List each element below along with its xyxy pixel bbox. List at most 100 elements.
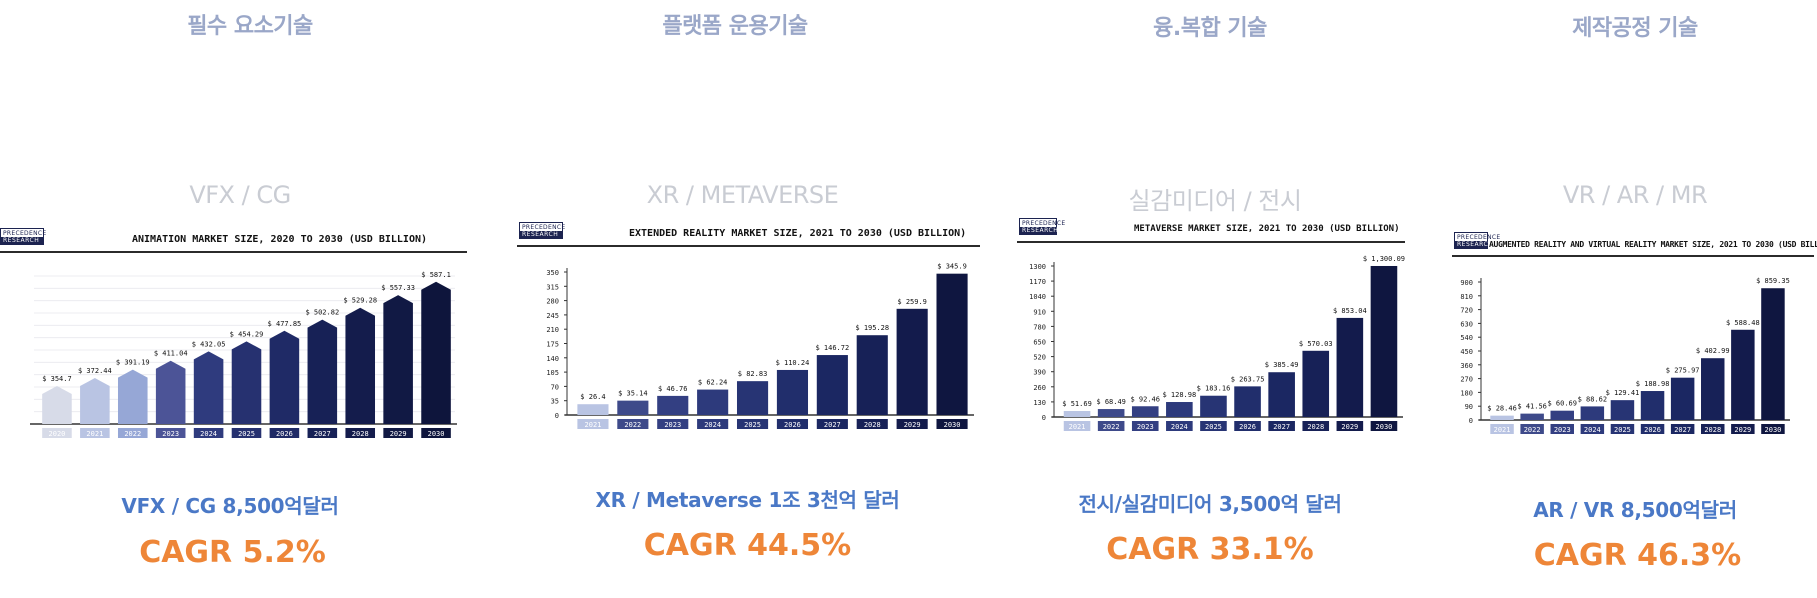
x-tick-label: 2027 [824, 421, 841, 429]
x-tick-label: 2030 [1765, 426, 1782, 434]
x-tick-label: 2026 [784, 421, 801, 429]
bar [1234, 386, 1261, 417]
category-box [1550, 424, 1574, 434]
data-label: $ 557.33 [381, 284, 415, 292]
y-tick-label: 1170 [1029, 278, 1046, 286]
x-tick-label: 2027 [1273, 423, 1290, 431]
bar [1200, 395, 1227, 417]
data-label: $ 477.85 [268, 320, 302, 328]
data-label: $ 188.98 [1636, 380, 1670, 388]
x-tick-label: 2029 [904, 421, 921, 429]
bar [1670, 377, 1695, 420]
bar [1131, 406, 1159, 417]
chart-title: AUGMENTED REALITY AND VIRTUAL REALITY MA… [1489, 240, 1817, 249]
data-label: $ 46.76 [658, 385, 688, 393]
category-box [269, 428, 300, 438]
bar [896, 308, 928, 415]
x-tick-label: 2027 [1674, 426, 1691, 434]
data-label: $ 1,300.09 [1363, 255, 1405, 263]
data-label: $ 432.05 [192, 340, 226, 348]
data-label: $ 354.7 [42, 375, 72, 383]
precedence-research-logo: PRECEDENCE RESEARCH [1019, 218, 1065, 235]
category-box [1234, 421, 1261, 431]
category-box [697, 419, 729, 429]
bar [1520, 413, 1544, 420]
category-heading: 필수 요소기술 [187, 14, 313, 39]
chart-title: ANIMATION MARKET SIZE, 2020 TO 2030 (USD… [132, 234, 428, 245]
title-divider [0, 251, 467, 253]
category-box [1520, 424, 1544, 434]
x-tick-label: 2021 [86, 430, 103, 438]
bar [1490, 415, 1514, 420]
category-box [1302, 421, 1330, 431]
category-box [736, 419, 769, 429]
x-tick-label: 2029 [390, 430, 407, 438]
category-subtitle: VR / AR / MR [1562, 181, 1708, 209]
category-box [1761, 424, 1785, 434]
data-label: $ 570.03 [1299, 340, 1333, 348]
chart-title: METAVERSE MARKET SIZE, 2021 TO 2030 (USD… [1134, 224, 1400, 234]
data-label: $ 402.99 [1696, 347, 1730, 355]
x-tick-label: 2021 [585, 421, 602, 429]
category-box [1610, 424, 1635, 434]
bar [1370, 265, 1398, 417]
bar [1640, 391, 1665, 420]
bar [42, 386, 72, 424]
category-box [896, 419, 928, 429]
chart-panel: PRECEDENCE RESEARCH EXTENDED REALITY MAR… [517, 218, 982, 468]
category-box [936, 419, 968, 429]
category-box [80, 428, 110, 438]
title-divider [1017, 241, 1405, 243]
category-box [776, 419, 809, 429]
category-subtitle: VFX / CG [189, 181, 291, 209]
y-tick-label: 315 [546, 283, 559, 291]
y-tick-label: 280 [546, 298, 559, 306]
y-tick-label: 810 [1460, 293, 1473, 301]
x-tick-label: 2023 [664, 421, 681, 429]
data-label: $ 88.62 [1578, 395, 1608, 403]
cagr-text: CAGR 44.5% [643, 528, 852, 563]
x-tick-label: 2023 [162, 430, 179, 438]
category-box [117, 428, 148, 438]
x-tick-label: 2024 [200, 430, 217, 438]
bar [231, 341, 262, 424]
y-tick-label: 210 [546, 326, 559, 334]
category-box [1097, 421, 1125, 431]
category-box [816, 419, 848, 429]
y-tick-label: 910 [1033, 308, 1046, 316]
x-tick-label: 2024 [1584, 426, 1601, 434]
bar [421, 281, 451, 424]
bar [1166, 402, 1193, 417]
data-label: $ 372.44 [78, 367, 112, 375]
category-box [1370, 421, 1398, 431]
market-size-text: AR / VR 8,500억달러 [1533, 498, 1737, 522]
bar [816, 355, 848, 415]
category-subtitle: 실감미디어 / 전시 [1128, 187, 1302, 215]
y-tick-label: 180 [1460, 389, 1473, 397]
x-tick-label: 2030 [1376, 423, 1393, 431]
y-tick-label: 900 [1460, 279, 1473, 287]
category-box [577, 419, 609, 429]
category-box [1131, 421, 1159, 431]
market-size-text: VFX / CG 8,500억달러 [121, 494, 339, 518]
data-label: $ 82.83 [738, 370, 768, 378]
bar-chart-animation: $ 354.7 2020 $ 372.44 2021 $ 391.19 2022 $ 411… [30, 271, 457, 438]
category-heading: 융.복합 기술 [1153, 16, 1267, 41]
y-tick-label: 35 [551, 398, 559, 406]
y-tick-label: 70 [551, 383, 559, 391]
y-tick-label: 175 [546, 341, 559, 349]
market-size-text: 전시/실감미디어 3,500억 달러 [1078, 492, 1342, 516]
x-tick-label: 2027 [314, 430, 331, 438]
data-label: $ 110.24 [776, 359, 810, 367]
x-tick-label: 2022 [624, 421, 641, 429]
x-tick-label: 2030 [944, 421, 961, 429]
x-tick-label: 2022 [1103, 423, 1120, 431]
y-tick-label: 540 [1460, 334, 1473, 342]
bar [577, 404, 609, 415]
x-tick-label: 2026 [276, 430, 293, 438]
x-tick-label: 2023 [1554, 426, 1571, 434]
bar [1336, 317, 1364, 417]
x-tick-label: 2024 [1171, 423, 1188, 431]
bar-chart-metaverse: 0 130 260 390 520 650 780 910 1040 1170 1300 $ 51.6… [1029, 255, 1405, 431]
x-tick-label: 2025 [238, 430, 255, 438]
